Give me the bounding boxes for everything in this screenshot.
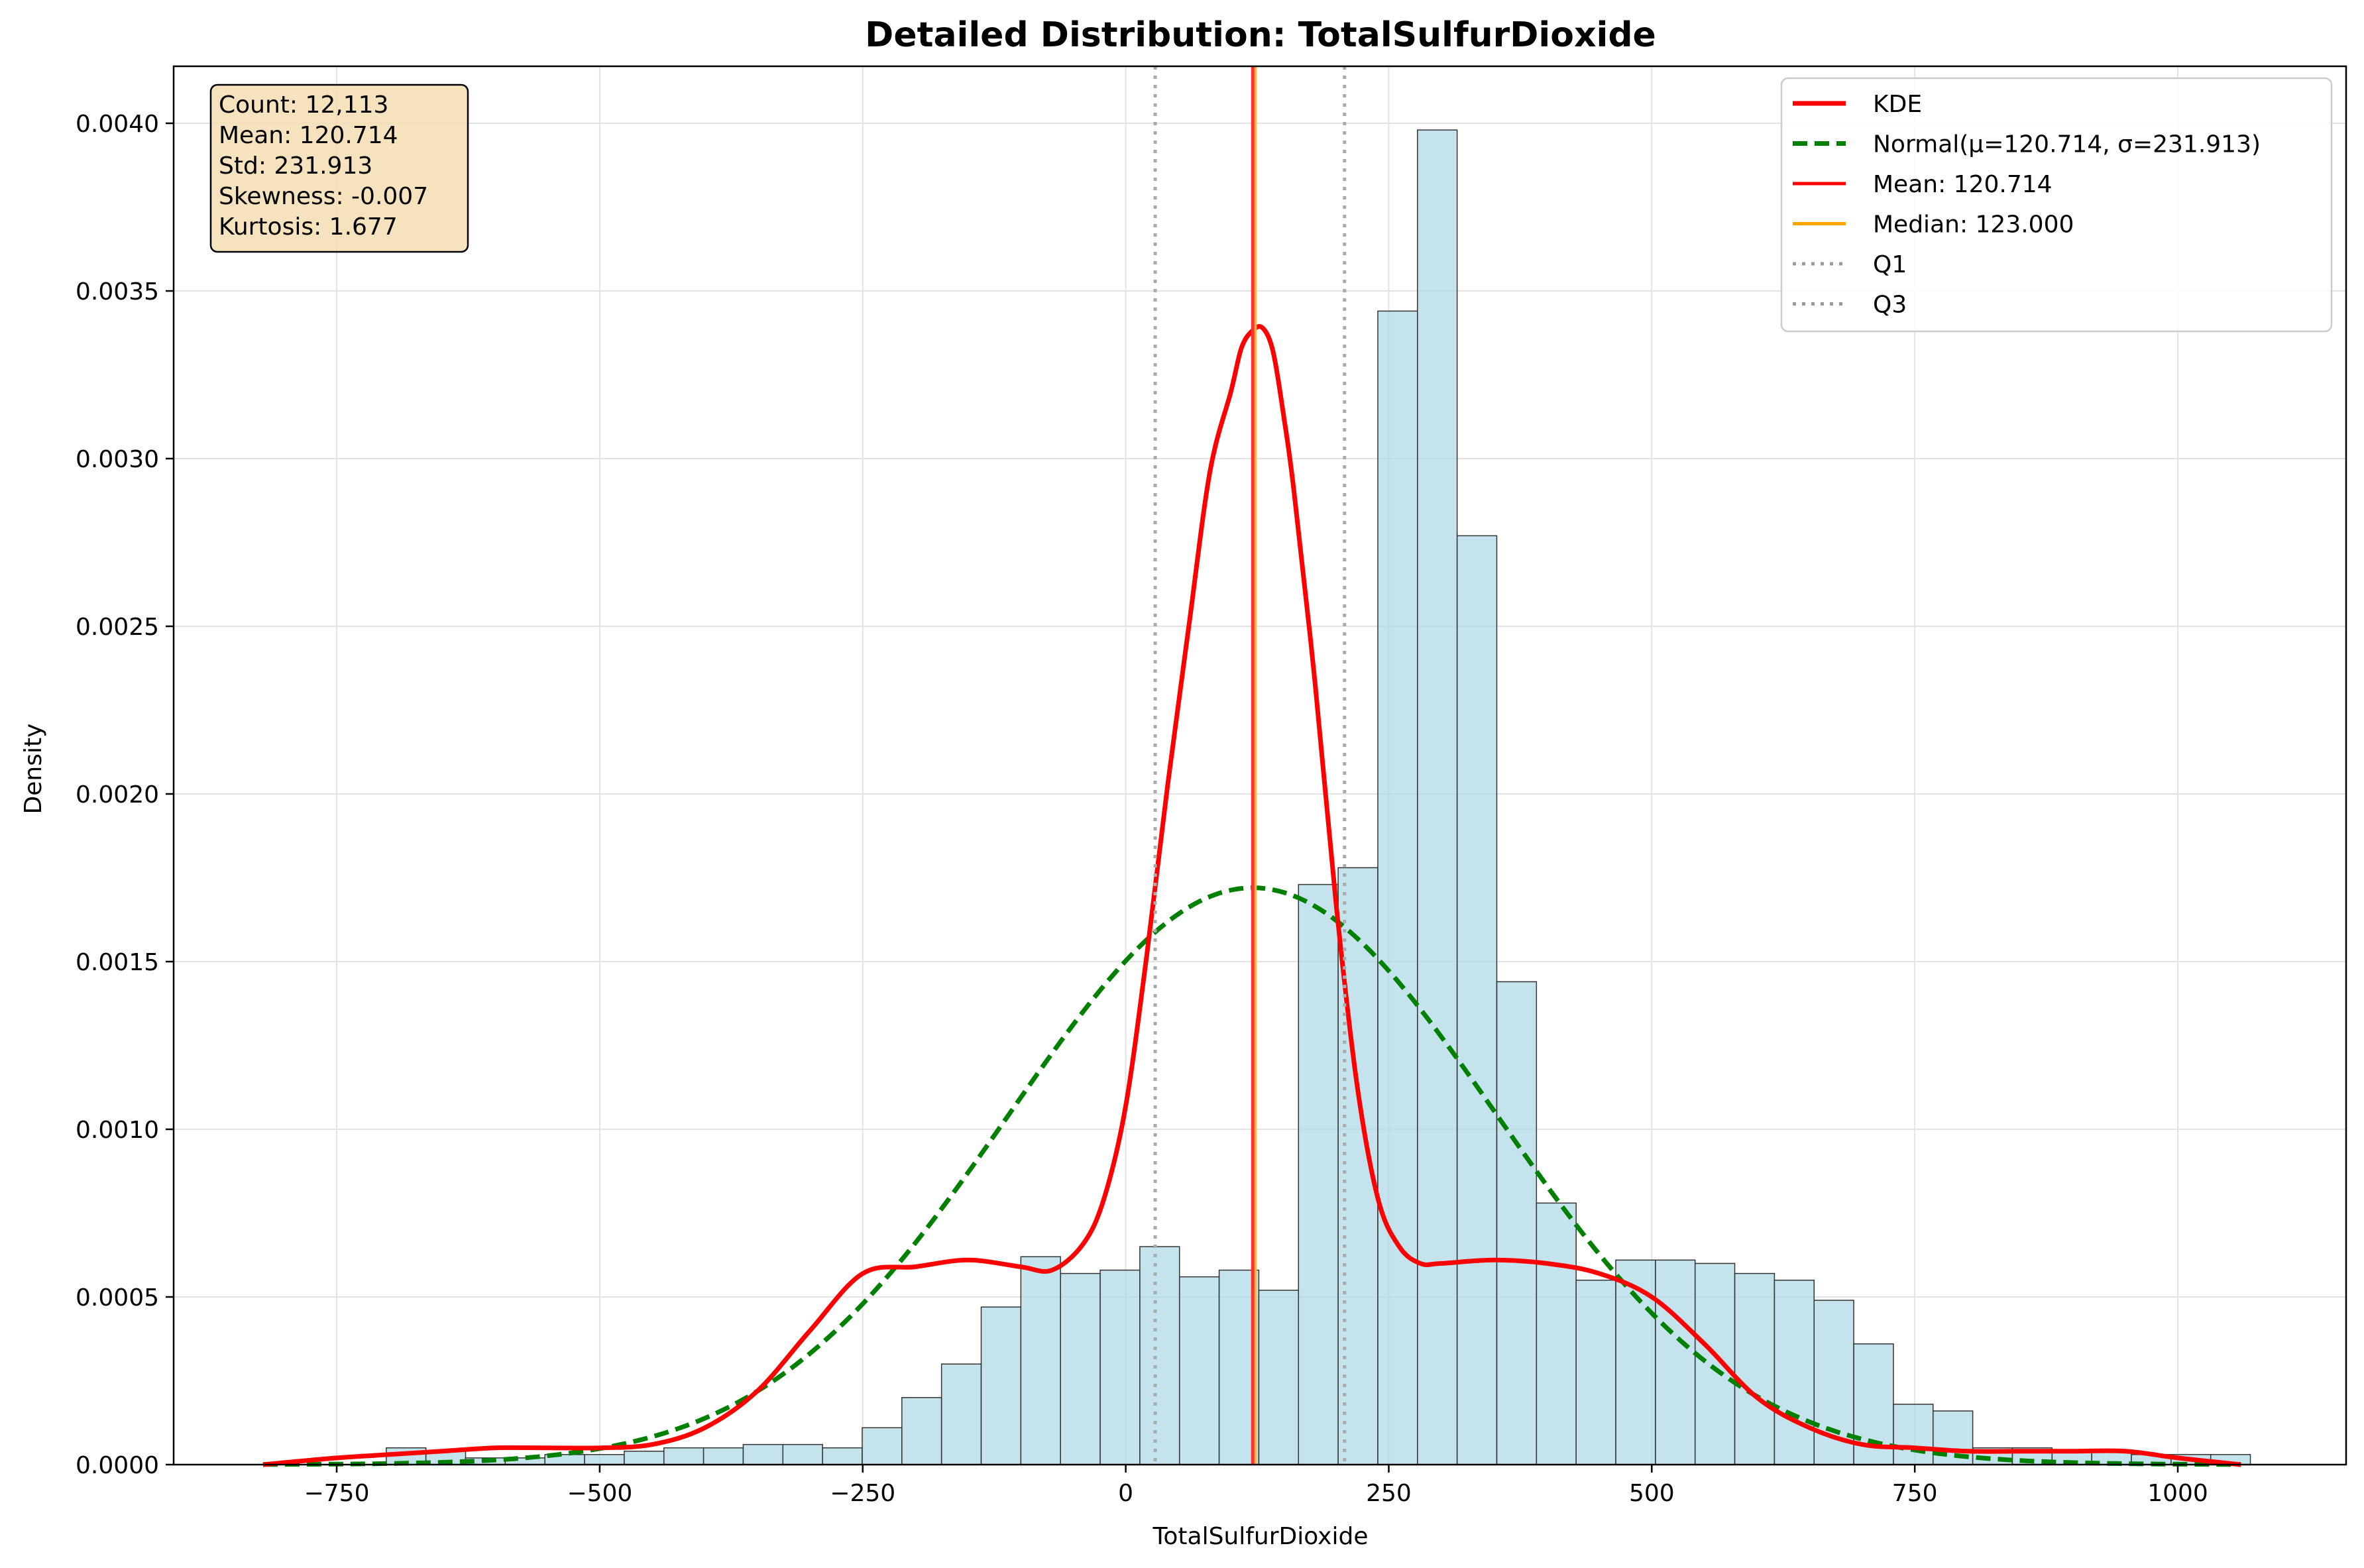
- x-tick-label: 0: [1118, 1480, 1133, 1507]
- histogram-bar: [1377, 310, 1418, 1465]
- y-tick-label: 0.0030: [76, 446, 159, 473]
- histogram-bar: [584, 1454, 625, 1465]
- y-axis-ticks: 0.0000 0.0005 0.0010 0.0015 0.0020 0.0025 0.00…: [76, 111, 174, 1479]
- histogram-bar: [1773, 1279, 1815, 1465]
- histogram-bar: [901, 1397, 942, 1465]
- y-tick-label: 0.0010: [76, 1117, 159, 1144]
- stats-box: Count: 12,113 Mean: 120.714 Std: 231.913 Sk…: [209, 84, 469, 253]
- histogram-bar: [663, 1447, 704, 1465]
- stats-line: Skewness: -0.007: [219, 183, 428, 210]
- y-axis-label: Density: [20, 724, 47, 814]
- legend-label: KDE: [1873, 91, 1922, 118]
- x-tick-label: 500: [1629, 1480, 1675, 1507]
- histogram-bar: [1456, 535, 1498, 1465]
- histogram-bar: [703, 1447, 744, 1465]
- x-axis-ticks: −750 −500 −250 0 250 500 750 1000: [304, 1465, 2208, 1507]
- stats-box-background: [209, 84, 469, 253]
- histogram-bar: [1298, 883, 1339, 1465]
- histogram-bar: [1536, 1202, 1577, 1465]
- legend-label: Q1: [1873, 251, 1907, 278]
- histogram-bar: [940, 1363, 982, 1465]
- histogram-bar: [1655, 1259, 1696, 1465]
- legend-label: Mean: 120.714: [1873, 171, 2053, 198]
- histogram-bar: [1178, 1276, 1220, 1465]
- x-axis-label: TotalSulfurDioxide: [1153, 1523, 1369, 1550]
- y-tick-label: 0.0015: [76, 949, 159, 976]
- histogram-bar: [822, 1447, 863, 1465]
- legend-label: Normal(μ=120.714, σ=231.913): [1873, 131, 2261, 158]
- x-tick-label: −500: [567, 1480, 632, 1507]
- histogram-bar: [1496, 981, 1538, 1465]
- y-tick-label: 0.0020: [76, 781, 159, 809]
- histogram-bar: [1258, 1290, 1300, 1465]
- histogram-bar: [782, 1443, 823, 1465]
- legend-label: Median: 123.000: [1873, 211, 2074, 239]
- x-tick-label: −250: [830, 1480, 895, 1507]
- histogram-bar: [1893, 1404, 1934, 1465]
- x-tick-label: −750: [304, 1480, 370, 1507]
- histogram-bar: [742, 1443, 784, 1465]
- chart-title: Detailed Distribution: TotalSulfurDioxid…: [865, 15, 1656, 55]
- histogram-bar: [980, 1306, 1022, 1465]
- histogram-bar: [1734, 1272, 1775, 1465]
- stats-line: Std: 231.913: [219, 152, 372, 180]
- histogram-bar: [1575, 1279, 1616, 1465]
- y-tick-label: 0.0005: [76, 1284, 159, 1312]
- stats-line: Count: 12,113: [219, 91, 388, 119]
- y-tick-label: 0.0035: [76, 278, 159, 306]
- reference-lines: [1153, 66, 1347, 1465]
- x-tick-label: 750: [1892, 1480, 1938, 1507]
- histogram-bar: [1099, 1269, 1141, 1465]
- legend: KDE Normal(μ=120.714, σ=231.913) Mean: 120…: [1780, 77, 2333, 333]
- grid: [174, 66, 2346, 1465]
- legend-background: [1780, 77, 2333, 333]
- x-tick-label: 1000: [2147, 1480, 2208, 1507]
- stats-line: Kurtosis: 1.677: [219, 213, 398, 241]
- histogram-bar: [1020, 1256, 1061, 1465]
- histogram-bar: [1694, 1262, 1736, 1465]
- y-tick-label: 0.0025: [76, 614, 159, 641]
- histogram-bar: [862, 1427, 903, 1465]
- y-tick-label: 0.0040: [76, 111, 159, 138]
- x-tick-label: 250: [1366, 1480, 1412, 1507]
- y-tick-label: 0.0000: [76, 1452, 159, 1479]
- histogram-bar: [1615, 1259, 1656, 1465]
- histogram-bar: [624, 1451, 665, 1465]
- stats-line: Mean: 120.714: [219, 122, 398, 149]
- histogram-bar: [1060, 1272, 1101, 1465]
- legend-label: Q3: [1873, 292, 1907, 319]
- histogram-bar: [1139, 1246, 1180, 1465]
- plot-frame: [172, 65, 2347, 1466]
